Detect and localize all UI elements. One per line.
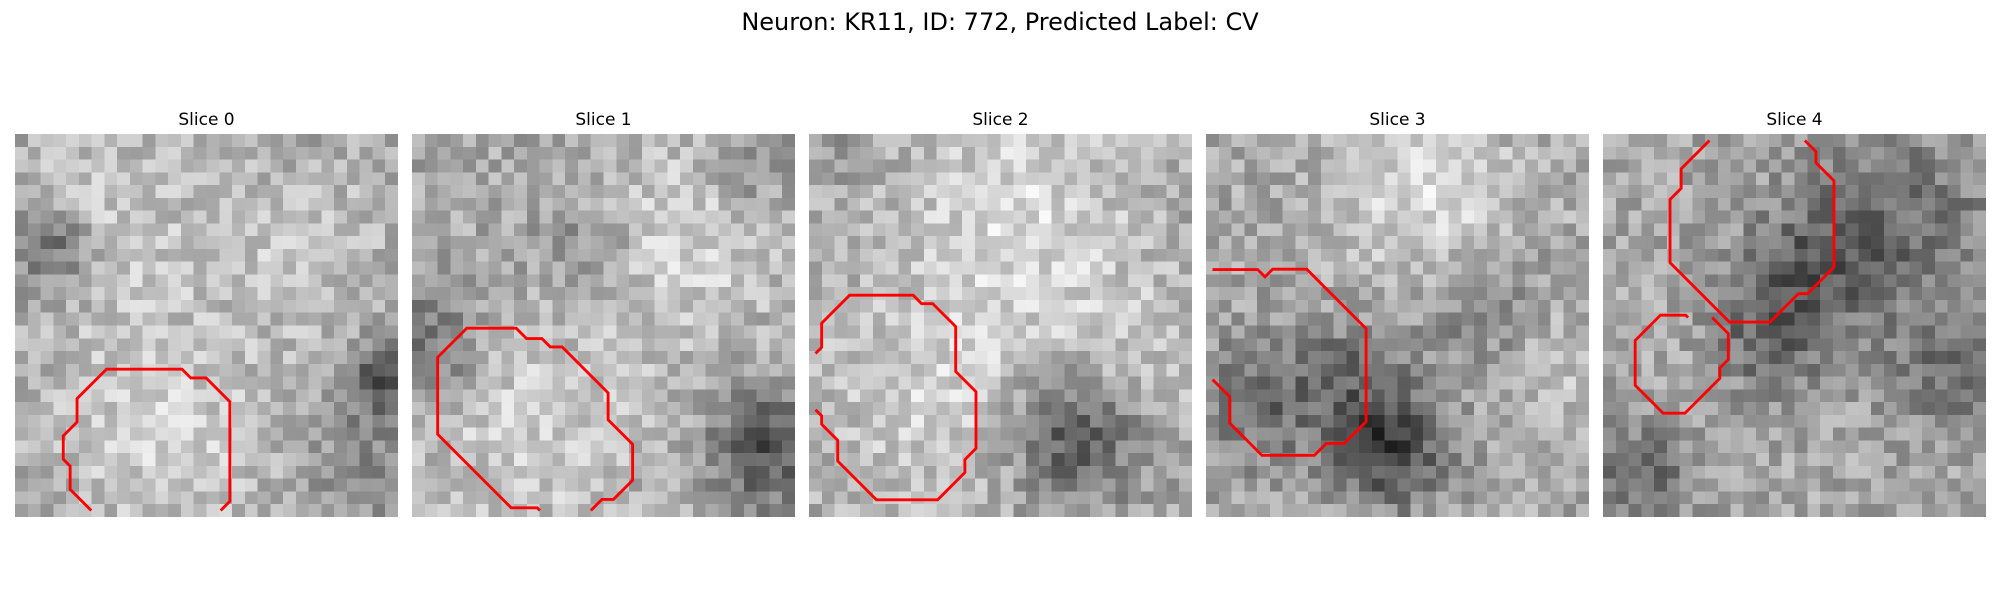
slice-title: Slice 3 [1369,110,1426,130]
slice-panel-1: Slice 1 [412,110,795,517]
roi-contour [814,293,978,502]
slice-panel-0: Slice 0 [15,110,398,517]
roi-contour [1211,267,1368,457]
slice-title: Slice 2 [972,110,1029,130]
roi-contour-line [1668,139,1836,324]
roi-contour-line [1633,313,1730,415]
roi-contour-line [436,326,635,512]
slice-title: Slice 1 [575,110,632,130]
slice-image [1603,134,1986,517]
slice-title: Slice 0 [178,110,235,130]
roi-contour-line [814,293,978,502]
slice-image [1206,134,1589,517]
slice-panel-2: Slice 2 [809,110,1192,517]
figure-title: Neuron: KR11, ID: 772, Predicted Label: … [741,8,1259,36]
pixel-grid [15,134,398,517]
roi-contour-line [61,367,232,512]
slice-title: Slice 4 [1766,110,1823,130]
pixel-grid [809,134,1192,517]
roi-contour [61,367,232,512]
slice-image [412,134,795,517]
pixel-grid [412,134,795,517]
roi-contour [1633,139,1836,415]
slice-image [809,134,1192,517]
slice-panel-4: Slice 4 [1603,110,1986,517]
slice-panel-3: Slice 3 [1206,110,1589,517]
pixel-grid [1603,134,1986,517]
roi-contour-line [1211,267,1368,457]
roi-contour [436,326,635,512]
pixel-grid [1206,134,1589,517]
slice-image [15,134,398,517]
